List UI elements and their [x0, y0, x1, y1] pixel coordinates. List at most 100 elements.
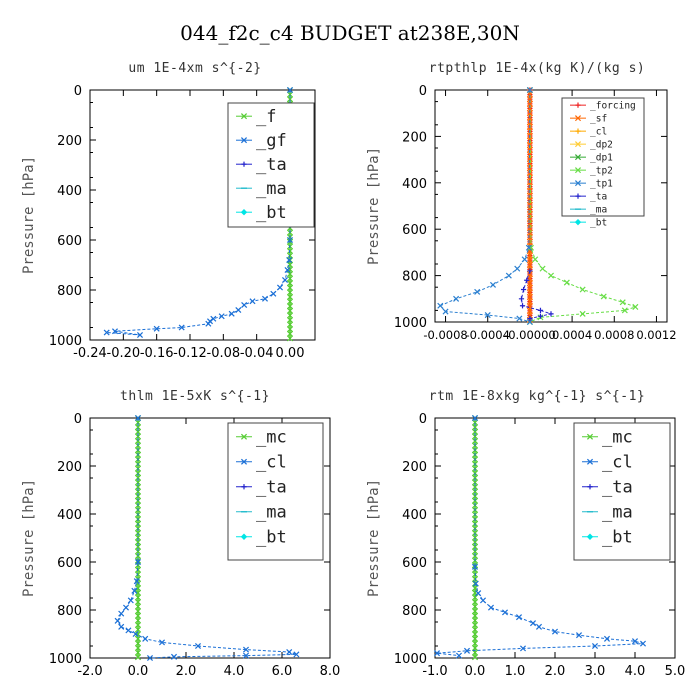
y-tick-label: 1000 — [394, 316, 427, 331]
series-marker — [526, 280, 533, 287]
series-tp1 — [437, 86, 533, 326]
series-marker — [547, 272, 555, 279]
chart-panel-3: thlm 1E-5xK s^{-1} Pressure [hPa] 0 200 400 6… — [21, 389, 340, 679]
series-marker — [134, 483, 142, 491]
x-tick-label: 4.0 — [224, 664, 245, 679]
x-tick-label: -0.04 — [240, 346, 274, 361]
x-tick-label: 8.0 — [320, 664, 341, 679]
series-marker — [479, 597, 487, 604]
series-marker — [516, 315, 523, 322]
series-marker — [471, 612, 479, 619]
series-marker — [526, 105, 533, 112]
series-marker — [526, 211, 533, 218]
series-marker — [134, 608, 142, 615]
legend-swatch-marker — [240, 433, 248, 440]
series-marker — [471, 534, 479, 541]
series-marker — [153, 325, 160, 332]
series-marker — [249, 298, 256, 305]
series-marker — [284, 266, 291, 274]
series-marker — [218, 313, 225, 320]
series-marker — [526, 220, 533, 227]
series-marker — [134, 419, 142, 426]
series-marker — [526, 178, 533, 186]
y-tick-label: 400 — [57, 508, 82, 523]
series-marker — [133, 578, 140, 585]
series-marker — [158, 639, 166, 646]
x-tick-label: -0.00000 — [504, 328, 556, 342]
legend-swatch-marker — [240, 137, 248, 144]
series-marker — [136, 331, 144, 339]
legend-label: _ta — [602, 478, 633, 498]
legend-swatch-marker — [587, 484, 593, 490]
series-marker — [471, 617, 479, 624]
x-tick-label: 0.0008 — [594, 328, 634, 342]
series-marker — [134, 603, 142, 610]
series-marker — [579, 286, 586, 293]
series-marker — [526, 215, 533, 222]
series-marker — [526, 155, 533, 163]
series-marker — [125, 627, 132, 634]
series-marker — [526, 206, 533, 213]
series-marker — [134, 621, 142, 629]
series-marker — [127, 597, 134, 604]
series-marker — [527, 268, 533, 274]
y-tick-label: 1000 — [394, 652, 427, 667]
series-marker — [526, 252, 533, 259]
series-marker — [134, 594, 142, 601]
y-tick-label: 800 — [57, 604, 82, 619]
plot-frame — [434, 89, 668, 323]
legend: _mc _cl _ta _ma _bt — [227, 422, 324, 561]
series-marker — [526, 86, 533, 94]
series-marker — [526, 298, 533, 305]
x-tick-label: 5.0 — [665, 664, 686, 679]
series-marker — [471, 603, 479, 610]
series-marker — [178, 324, 185, 331]
x-tick-label: 1.0 — [505, 664, 526, 679]
series-marker — [134, 571, 142, 578]
y-tick-label: 800 — [402, 270, 427, 285]
chart-title: rtm 1E-8xkg kg^{-1} s^{-1} — [429, 389, 646, 404]
y-tick-label: 0 — [74, 412, 82, 427]
series-marker — [526, 165, 533, 172]
series-marker — [455, 652, 463, 659]
series-marker — [575, 632, 583, 639]
series-marker — [134, 479, 142, 486]
series-marker — [471, 640, 479, 647]
y-tick-label: 0 — [419, 412, 427, 427]
series-marker — [286, 335, 294, 342]
series-marker — [471, 621, 479, 629]
series-marker — [134, 635, 142, 642]
series-mc — [134, 414, 142, 661]
series-marker — [471, 479, 479, 486]
series-marker — [471, 428, 479, 435]
series-marker — [551, 628, 559, 635]
series-marker — [515, 614, 523, 621]
legend-label: _bt — [590, 217, 607, 228]
series-line — [520, 270, 553, 320]
series-marker — [621, 307, 628, 314]
series-marker — [134, 589, 142, 596]
series-marker — [514, 265, 521, 272]
legend-swatch-marker — [574, 218, 582, 226]
series-marker — [579, 310, 586, 317]
series-marker — [526, 284, 533, 291]
series-marker — [134, 433, 142, 440]
legend-swatch-marker — [240, 533, 248, 540]
x-tick-label: 0.0012 — [636, 328, 676, 342]
legend-label: _ta — [256, 478, 287, 498]
series-marker — [134, 488, 142, 495]
legend-swatch-marker — [586, 433, 594, 440]
series-marker — [526, 197, 533, 204]
series-line — [106, 90, 291, 336]
series-marker — [519, 303, 526, 309]
series-marker — [471, 493, 479, 500]
series-marker — [526, 188, 533, 195]
series-marker — [471, 433, 479, 440]
series-marker — [286, 275, 294, 282]
series-marker — [639, 640, 647, 647]
series-ta — [518, 268, 554, 322]
series-marker — [474, 288, 481, 295]
series-marker — [286, 256, 293, 264]
series-marker — [205, 320, 212, 327]
series-marker — [484, 312, 491, 319]
